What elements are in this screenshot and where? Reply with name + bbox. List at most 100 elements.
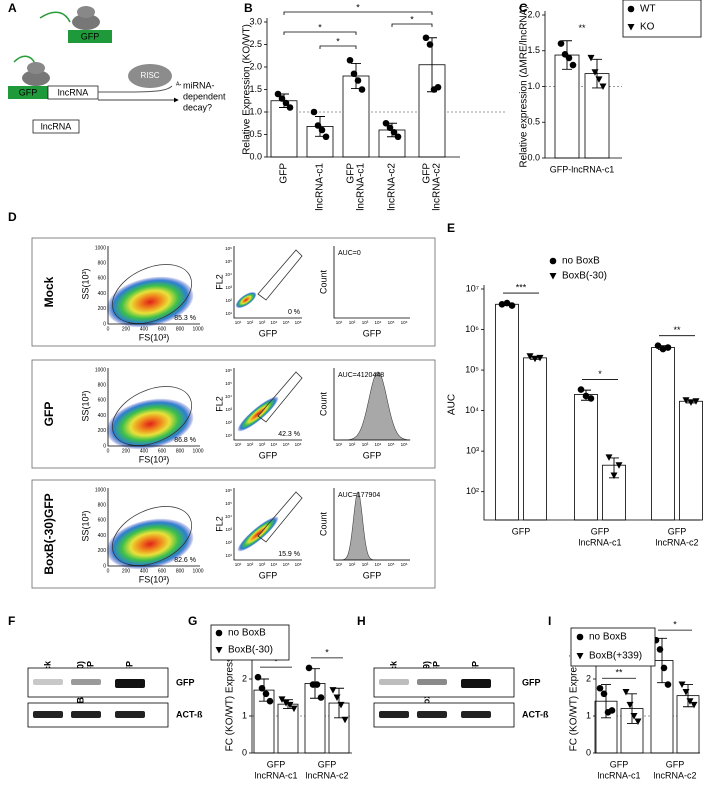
row-label: BoxB(-30)GFP: [42, 493, 56, 574]
y-tick-label: 800: [98, 383, 107, 389]
y-axis-label: FC (KO/WT) Expression: [569, 644, 580, 752]
x-tick-label: lncRNA-c2: [387, 163, 398, 211]
data-point: [422, 34, 430, 42]
x-tick-label: lncRNA-c2: [655, 537, 698, 547]
y-tick-label: 0.5: [527, 117, 540, 127]
band: [71, 679, 101, 685]
significance-label: **: [578, 23, 586, 33]
data-point: [254, 673, 262, 681]
x-tick-label: lncRNA-c1: [356, 163, 367, 211]
axis: [107, 246, 200, 325]
ribosome: [72, 14, 100, 30]
axis: [595, 638, 700, 754]
legend-marker: [549, 273, 557, 280]
legend-marker: [576, 633, 584, 641]
x-tick-label: 800: [176, 326, 185, 332]
significance-label: *: [356, 2, 360, 12]
y-tick-label: 10³: [225, 407, 232, 412]
data-point: [678, 681, 686, 689]
y-tick-label: 2.0: [527, 9, 540, 19]
y-axis-label: Count: [318, 512, 328, 537]
gate-percent: 86.8 %: [174, 437, 196, 444]
y-tick-label: 600: [98, 398, 107, 404]
data-point: [591, 69, 599, 76]
y-tick-label: 10⁵: [225, 381, 232, 386]
x-tick-label: GFP-lncRNA-c1: [550, 164, 615, 174]
y-axis-label: Count: [318, 270, 328, 295]
y-tick-label: 400: [98, 291, 107, 297]
legend-label: no BoxB: [228, 628, 266, 639]
x-tick-label: 10⁴: [271, 442, 278, 447]
panel-label: I: [548, 614, 551, 628]
data-point: [664, 344, 672, 351]
legend-marker: [576, 653, 584, 660]
x-tick-label: 10²: [349, 320, 356, 325]
x-tick-label: 10⁵: [283, 442, 290, 447]
y-axis-label: SS(10³): [80, 390, 90, 421]
x-tick-label: lncRNA-c2: [305, 770, 348, 780]
poly-a: Aₙ: [176, 81, 181, 87]
x-tick-label: 10²: [247, 320, 254, 325]
x-tick-label: lncRNA-c2: [432, 163, 443, 211]
y-tick-label: 10⁴: [225, 394, 232, 399]
x-tick-label: 10⁴: [375, 562, 382, 567]
row-label: Mock: [42, 276, 56, 307]
x-tick-label: 1000: [192, 448, 203, 454]
data-point: [569, 61, 577, 69]
row-label: GFP: [42, 402, 56, 427]
axis: [107, 368, 200, 447]
data-point: [290, 705, 298, 713]
data-point: [310, 108, 318, 116]
data-point: [337, 701, 345, 709]
gate-percent: 15.9 %: [278, 551, 300, 558]
y-tick-label: 1000: [95, 487, 106, 493]
gate-percent: 0 %: [288, 309, 300, 316]
x-tick-label: 200: [122, 448, 131, 454]
data-point: [565, 54, 573, 62]
decay-label: decay?: [183, 102, 212, 112]
y-tick-label: 10⁵: [465, 364, 479, 374]
y-tick-label: 3.0: [249, 16, 262, 26]
data-point: [682, 688, 690, 696]
y-tick-label: 10⁷: [466, 283, 479, 293]
y-tick-label: 0: [586, 747, 591, 757]
x-tick-label: 400: [140, 326, 149, 332]
data-point: [605, 454, 613, 461]
y-tick-label: 1.0: [249, 106, 262, 116]
y-tick-label: 200: [98, 548, 107, 554]
x-tick-label: GFP: [422, 163, 433, 184]
panel-label: H: [357, 614, 366, 628]
data-point: [626, 701, 634, 709]
gate: [257, 249, 303, 301]
auc-label: AUC=4120448: [338, 372, 384, 379]
significance-label: *: [673, 620, 677, 630]
band: [115, 711, 145, 718]
x-tick-label: 10⁵: [388, 320, 395, 325]
data-point: [664, 681, 672, 688]
significance-line: [283, 11, 433, 15]
x-tick-label: 1000: [192, 568, 203, 574]
x-tick-label: GFP: [666, 759, 685, 769]
x-axis-label: GFP: [363, 328, 382, 338]
x-tick-label: 10⁶: [295, 562, 302, 567]
y-tick-label: 2: [586, 673, 591, 683]
ribosome: [77, 6, 95, 18]
decay-label: dependent: [183, 91, 226, 101]
cell-cloud: [237, 516, 279, 552]
x-tick-label: lncRNA-c1: [315, 163, 326, 211]
x-tick-label: 1000: [192, 326, 203, 332]
legend-marker: [627, 5, 635, 13]
y-tick-label: 10²: [466, 486, 479, 496]
band-label: ACT-ß: [522, 709, 549, 719]
x-tick-label: GFP: [512, 526, 531, 536]
bar: [679, 400, 703, 521]
y-tick-label: 10³: [225, 285, 232, 290]
data-point: [318, 126, 326, 134]
lncrna-box: [32, 119, 80, 134]
data-point: [346, 56, 354, 64]
panel-label: F: [8, 614, 15, 628]
y-axis-label: SS(10³): [80, 510, 90, 541]
x-tick-label: 10²: [349, 442, 356, 447]
x-axis-label: GFP: [259, 328, 278, 338]
x-tick-label: GFP: [346, 163, 357, 184]
